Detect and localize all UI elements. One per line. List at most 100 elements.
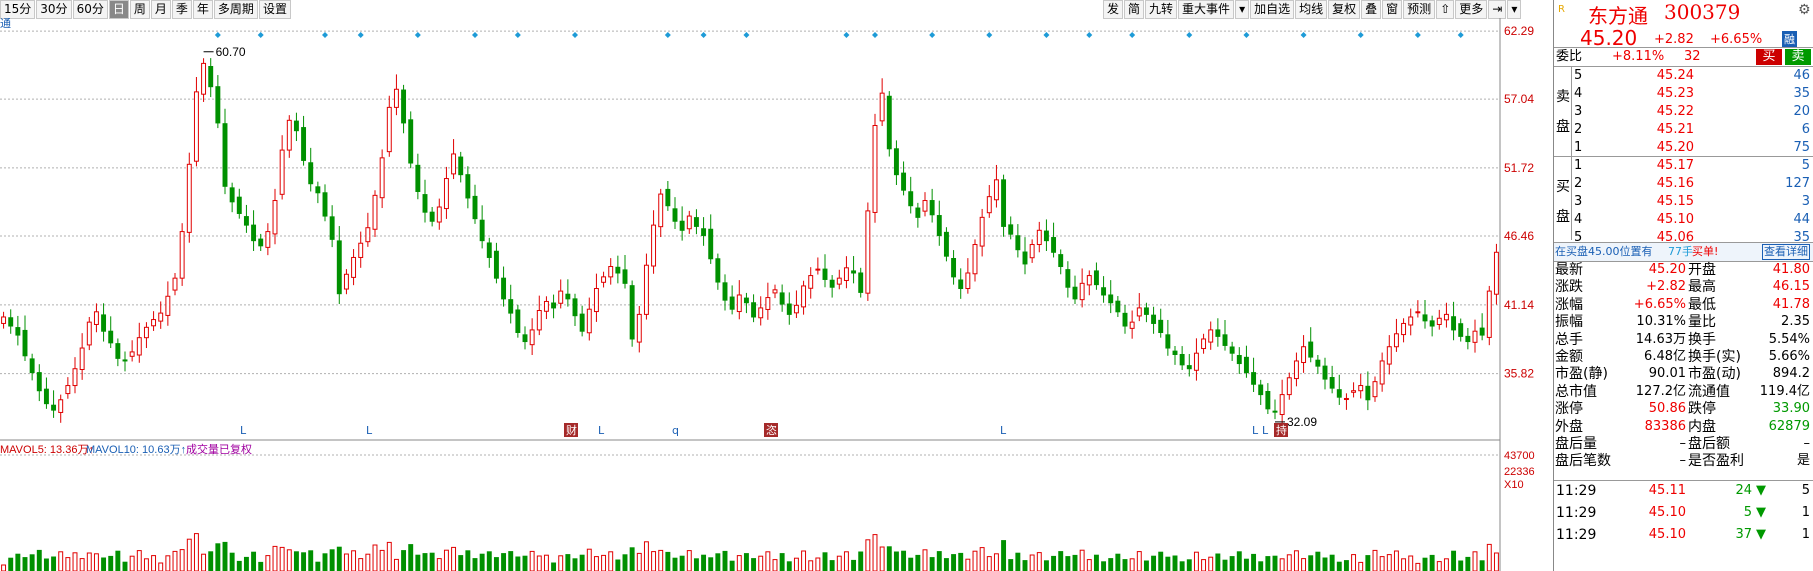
period-button[interactable]: 月 [150, 0, 171, 19]
quote-value: 127.2亿 [1635, 383, 1686, 399]
candle-body [1029, 244, 1035, 259]
volume-bar [1179, 561, 1185, 571]
event-diamond-icon [872, 32, 878, 38]
candle-body [172, 277, 178, 291]
toolbar-button[interactable]: 加自选 [1250, 0, 1295, 19]
candle-body [458, 156, 464, 176]
period-button[interactable]: 15分 [0, 0, 36, 19]
volume-bar [222, 541, 228, 571]
level-volume: 20 [1793, 104, 1810, 119]
candle-body [793, 304, 799, 314]
sells-level-row[interactable]: 5 45.24 46 [1554, 67, 1813, 85]
event-badge-bg [1274, 423, 1288, 437]
sells-level-row[interactable]: 1 45.20 75 [1554, 139, 1813, 157]
volume-bar [451, 546, 457, 571]
toolbar-button[interactable]: 预测 [1403, 0, 1436, 19]
toolbar-button[interactable]: 均线 [1295, 0, 1328, 19]
arrow-down-icon: ▼ [1756, 505, 1766, 520]
toolbar-button[interactable]: 叠 [1361, 0, 1382, 19]
volume-bar [565, 554, 571, 571]
quote-row: 最新 45.20 开盘 41.80 [1554, 261, 1813, 279]
period-button[interactable]: 日 [108, 0, 129, 19]
candle-body [272, 200, 278, 235]
toolbar-button[interactable]: 发 [1103, 0, 1124, 19]
period-button[interactable]: 多周期 [213, 0, 258, 19]
quote-row: 总市值 127.2亿 流通值 119.4亿 [1554, 383, 1813, 401]
volume-bar [415, 554, 421, 571]
toolbar-button[interactable]: ⇧ [1436, 0, 1455, 19]
candle-body [1322, 365, 1328, 380]
toolbar-button[interactable]: 更多 [1455, 0, 1488, 19]
volume-bar [1365, 555, 1371, 571]
period-button[interactable]: 周 [129, 0, 150, 19]
sells-level-row[interactable]: 4 45.23 35 [1554, 85, 1813, 103]
sells-level-row[interactable]: 2 45.21 6 [1554, 121, 1813, 139]
volume-bar [129, 555, 135, 571]
buys-level-row[interactable]: 2 45.16 127 [1554, 175, 1813, 193]
toolbar-button[interactable]: 九转 [1145, 0, 1178, 19]
period-button[interactable]: 30分 [36, 0, 72, 19]
volume-bar [343, 553, 349, 571]
volume-bar [1158, 551, 1164, 571]
buys-level-row[interactable]: 3 45.15 3 [1554, 193, 1813, 211]
candle-body [801, 285, 807, 308]
volume-bar [301, 552, 307, 571]
event-diamond-icon [257, 32, 264, 38]
toolbar-button[interactable]: ▾ [1507, 0, 1522, 19]
kline-chart[interactable]: 62.29 57.04 51.72 46.46 41.14 35.82 通 60.70 32.0… [0, 18, 1553, 571]
quote-row: 振幅 10.31% 量比 2.35 [1554, 313, 1813, 331]
period-button[interactable]: 60分 [72, 0, 108, 19]
volume-bar [336, 546, 342, 571]
sell-button[interactable]: 卖 [1785, 49, 1811, 65]
level-price: 45.24 [1656, 68, 1694, 83]
level-volume: 3 [1801, 194, 1810, 209]
candle-body [1272, 410, 1278, 413]
toolbar-button[interactable]: 简 [1124, 0, 1145, 19]
sells-level-row[interactable]: 3 45.22 20 [1554, 103, 1813, 121]
period-button[interactable]: 年 [192, 0, 213, 19]
buy-button[interactable]: 买 [1756, 49, 1782, 65]
period-button[interactable]: 季 [171, 0, 192, 19]
candle-body [508, 299, 514, 314]
low-marker-label: 32.09 [1287, 415, 1317, 429]
tick-count: 5 [1801, 483, 1810, 498]
candle-body [86, 321, 92, 346]
volume-bar [972, 550, 978, 571]
price-tick-label: 51.72 [1504, 161, 1534, 175]
candle-body [765, 297, 771, 310]
event-diamond-icon [743, 32, 750, 38]
toolbar-button[interactable]: ▾ [1235, 0, 1250, 19]
volume-bar [836, 555, 842, 571]
candle-body [101, 314, 107, 332]
volume-bar [751, 558, 757, 571]
top-left-label: 通 [0, 18, 11, 30]
candle-body [201, 62, 207, 95]
toolbar-button[interactable]: 重大事件 [1178, 0, 1235, 19]
period-button[interactable]: 设置 [258, 0, 291, 19]
quote-value: 50.86 [1648, 401, 1686, 417]
buys-level-row[interactable]: 5 45.06 35 [1554, 229, 1813, 247]
volume-bar [15, 553, 21, 571]
candle-body [843, 267, 849, 281]
order-notice[interactable]: 在买盘45.00位置有 77手 买单! 查看详细 [1554, 243, 1813, 261]
candle-body [822, 268, 828, 280]
buys-level-row[interactable]: 4 45.10 44 [1554, 211, 1813, 229]
buys-level-row[interactable]: 1 45.17 5 [1554, 157, 1813, 175]
price-tick-label: 41.14 [1504, 298, 1534, 312]
quote-value: 62879 [1768, 418, 1810, 434]
volume-bar [686, 550, 692, 571]
toolbar-button[interactable]: ⇥ [1488, 0, 1507, 19]
volume-bar [865, 539, 871, 571]
quote-value: – [1679, 436, 1687, 451]
weibi-row: 委比 +8.11% 32 买 卖 [1554, 48, 1813, 66]
gear-icon[interactable]: ⚙ [1798, 2, 1811, 18]
candle-body [1401, 322, 1407, 336]
toolbar-button[interactable]: 窗 [1382, 0, 1403, 19]
tick-volume: 37 [1735, 527, 1752, 542]
toolbar-button[interactable]: 复权 [1328, 0, 1361, 19]
volume-bar [151, 555, 157, 571]
volume-bar [1186, 559, 1192, 571]
volume-bar [1215, 553, 1221, 571]
view-detail-link[interactable]: 查看详细 [1762, 244, 1810, 260]
candle-body [1051, 237, 1057, 253]
